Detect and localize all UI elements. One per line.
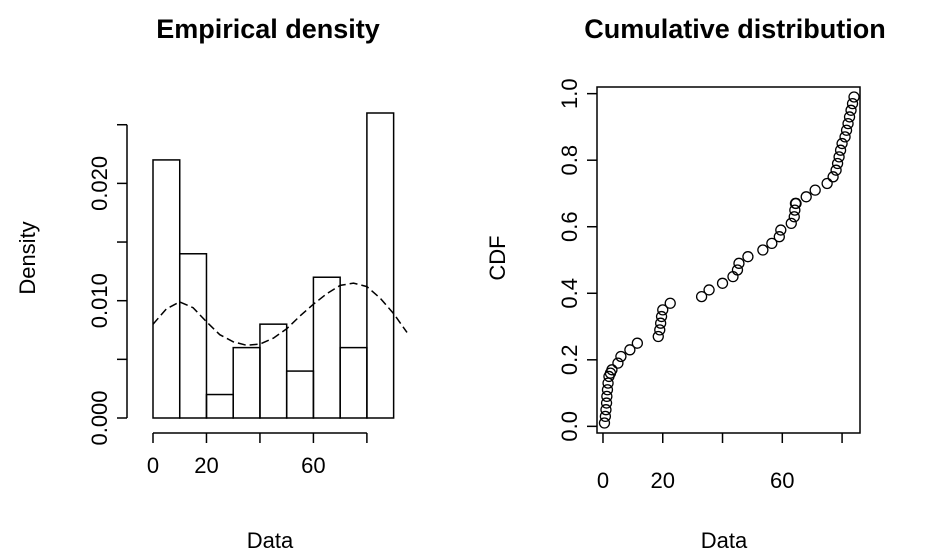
cdf-point-20 <box>695 290 708 303</box>
cdf-point-36 <box>800 191 812 203</box>
cdf-point-24 <box>731 264 744 276</box>
cdf-point-18 <box>657 304 669 316</box>
histogram-bar-1 <box>178 253 208 419</box>
histogram-bar-7 <box>339 346 368 419</box>
histogram-x-tick-label-2: 60 <box>301 453 325 478</box>
cdf-point-47 <box>842 117 854 130</box>
cdf-title: Cumulative distribution <box>584 14 886 44</box>
cdf-point-49 <box>845 104 857 116</box>
histogram-bar-6 <box>312 276 341 419</box>
histogram-y-tick-label-0: 0.000 <box>87 390 112 445</box>
cdf-point-45 <box>839 131 851 143</box>
cdf-point-5 <box>601 384 614 396</box>
cdf-point-41 <box>831 157 844 170</box>
histogram-title: Empirical density <box>156 14 380 44</box>
cdf-point-25 <box>733 257 745 269</box>
cdf-point-19 <box>664 297 676 309</box>
cdf-point-46 <box>840 124 853 136</box>
cdf-point-33 <box>789 204 801 216</box>
cdf-point-11 <box>615 350 627 363</box>
cdf-point-2 <box>600 404 612 416</box>
cdf-x-tick-label-2: 60 <box>770 468 794 493</box>
cdf-point-42 <box>833 151 845 163</box>
cdf-point-28 <box>766 237 778 250</box>
cdf-plot-box <box>596 86 861 434</box>
histogram-bar-2 <box>205 393 234 419</box>
cdf-point-43 <box>834 144 847 156</box>
cdf-point-1 <box>599 410 612 423</box>
cdf-y-tick-label-3: 0.6 <box>557 211 582 242</box>
cdf-y-tick-label-0: 0.0 <box>557 411 582 442</box>
histogram-x-axis-label: Data <box>247 528 294 553</box>
cdf-point-17 <box>655 310 668 323</box>
cdf-point-51 <box>848 91 860 103</box>
cdf-y-axis: 0.0 0.2 0.4 0.6 0.8 1.0 <box>557 78 597 442</box>
cdf-x-tick-label-1: 20 <box>651 468 675 493</box>
cdf-y-tick-label-1: 0.2 <box>557 345 582 376</box>
cdf-point-32 <box>788 211 800 223</box>
cdf-point-15 <box>654 324 666 336</box>
cdf-y-tick-label-5: 1.0 <box>557 78 582 109</box>
cdf-y-tick-label-2: 0.4 <box>557 278 582 309</box>
histogram-y-tick-label-2: 0.020 <box>87 156 112 211</box>
cdf-panel: Cumulative distribution Data CDF 0.00.20… <box>485 14 886 553</box>
cdf-point-27 <box>757 244 769 256</box>
cdf-point-4 <box>601 390 613 403</box>
cdf-point-22 <box>716 277 729 289</box>
histogram-bar-3 <box>232 346 261 419</box>
cdf-point-37 <box>809 184 821 196</box>
cdf-point-12 <box>624 344 636 356</box>
cdf-point-44 <box>836 137 848 150</box>
cdf-x-tick-label-0: 0 <box>597 468 609 493</box>
cdf-point-26 <box>742 251 754 263</box>
cdf-point-31 <box>785 217 797 230</box>
cdf-point-13 <box>631 337 643 349</box>
histogram-bars <box>152 112 395 419</box>
cdf-point-10 <box>612 357 624 369</box>
cdf-points <box>598 91 860 429</box>
cdf-point-29 <box>773 231 785 243</box>
cdf-point-40 <box>830 164 842 176</box>
histogram-y-tick-label-1: 0.010 <box>87 273 112 328</box>
histogram-bar-8 <box>366 112 395 419</box>
cdf-y-tick-label-4: 0.8 <box>557 145 582 176</box>
histogram-y-axis-label: Density <box>15 221 40 294</box>
cdf-point-39 <box>827 171 839 183</box>
histogram-x-axis: 0 20 60 <box>147 432 368 478</box>
cdf-point-16 <box>655 317 667 329</box>
histogram-x-tick-label-1: 20 <box>194 453 218 478</box>
cdf-point-30 <box>775 224 787 236</box>
cdf-x-axis: 0 20 60 <box>597 433 843 493</box>
cdf-y-axis-label: CDF <box>485 235 510 280</box>
cdf-point-9 <box>606 364 618 376</box>
histogram-bar-0 <box>152 159 181 419</box>
histogram-y-axis: 0.000 0.010 0.020 <box>87 123 128 446</box>
histogram-bar-5 <box>285 370 315 419</box>
cdf-point-0 <box>598 417 611 429</box>
cdf-point-14 <box>652 330 664 343</box>
cdf-point-38 <box>821 177 833 190</box>
cdf-point-3 <box>600 397 613 409</box>
cdf-x-axis-label: Data <box>701 528 748 553</box>
cdf-point-48 <box>843 111 856 123</box>
density-curve <box>152 282 408 347</box>
cdf-point-35 <box>790 197 802 210</box>
cdf-point-21 <box>703 284 715 296</box>
histogram-x-tick-label-0: 0 <box>147 453 159 478</box>
histogram-panel: Empirical density Data Density 0.000 0.01… <box>15 14 408 553</box>
cdf-point-50 <box>846 97 859 110</box>
